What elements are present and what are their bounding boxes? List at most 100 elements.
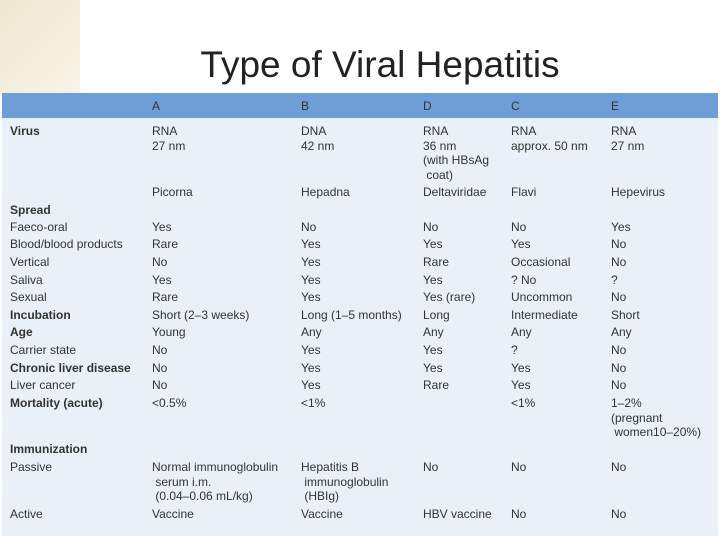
cell-text: Yes — [301, 237, 321, 251]
row-label: Mortality (acute) — [10, 396, 103, 410]
cell-text: Any — [511, 325, 532, 339]
row-label: Passive — [10, 460, 53, 474]
cell-text: No — [611, 507, 627, 521]
cell-text: ? No — [511, 273, 537, 287]
cell-text: HBV vaccine — [423, 507, 492, 521]
cell-text: Any — [301, 325, 322, 339]
cell-text: Rare — [423, 378, 450, 392]
column-header: E — [611, 99, 620, 113]
cell-text: Uncommon — [511, 290, 573, 304]
cell-text: No — [423, 220, 439, 234]
cell-text: Short (2–3 weeks) — [152, 308, 250, 322]
cell-text: Yes — [301, 273, 321, 287]
cell-text: women10–20%) — [611, 425, 702, 439]
cell-text: Yes — [511, 237, 531, 251]
cell-text: 27 nm — [611, 138, 645, 153]
cell-text: Rare — [423, 255, 450, 269]
row-label: Blood/blood products — [10, 237, 123, 251]
cell-text: Rare — [152, 290, 179, 304]
cell-text: No — [611, 237, 627, 251]
cell-text: Vaccine — [152, 507, 194, 521]
cell-text: (with HBsAg — [423, 153, 490, 167]
cell-text: No — [423, 460, 439, 474]
cell-text: Yes — [423, 361, 443, 375]
row-label: Liver cancer — [10, 378, 76, 392]
cell-text: RNA — [511, 124, 537, 138]
row-label: Chronic liver disease — [10, 361, 131, 375]
slide-title: Type of Viral Hepatitis — [200, 44, 560, 85]
cell-text: Rare — [152, 237, 179, 251]
cell-text: (0.04–0.06 mL/kg) — [152, 489, 253, 503]
table-body — [2, 118, 718, 536]
row-label: Sexual — [10, 290, 47, 304]
cell-text: Normal immunoglobulin — [152, 460, 279, 474]
cell-text: <0.5% — [152, 396, 187, 410]
row-label: Immunization — [10, 442, 88, 456]
cell-text: No — [611, 290, 627, 304]
column-header: D — [423, 99, 432, 113]
cell-text: Young — [152, 325, 186, 339]
row-label: Saliva — [10, 273, 43, 287]
cell-text: RNA — [611, 124, 637, 138]
cell-text: 27 nm — [152, 138, 186, 153]
cell-text: No — [611, 460, 627, 474]
cell-text: No — [511, 220, 527, 234]
cell-text: No — [152, 255, 168, 269]
cell-text: Yes — [301, 361, 321, 375]
cell-text: Yes — [511, 378, 531, 392]
table-header — [2, 93, 718, 118]
cell-text: RNA — [152, 124, 178, 138]
cell-text: serum i.m. — [152, 474, 212, 489]
cell-text: Long (1–5 months) — [301, 308, 402, 322]
cell-text: 42 nm — [301, 138, 335, 153]
row-label: Incubation — [10, 308, 71, 322]
cell-text: Yes — [301, 290, 321, 304]
cell-text: <1% — [511, 396, 536, 410]
row-label: Spread — [10, 203, 51, 217]
cell-text: Yes — [301, 378, 321, 392]
cell-text: 36 nm — [423, 138, 457, 153]
cell-text: Occasional — [511, 255, 571, 269]
cell-text: No — [152, 361, 168, 375]
cell-text: No — [611, 343, 627, 357]
cell-text: Yes — [423, 273, 443, 287]
row-label: Faeco-oral — [10, 220, 68, 234]
cell-text: Yes — [611, 220, 631, 234]
cell-text: (pregnant — [611, 410, 663, 425]
cell-text: Intermediate — [511, 308, 578, 322]
cell-text: No — [611, 378, 627, 392]
row-label: Vertical — [10, 255, 50, 269]
cell-text: Any — [611, 325, 632, 339]
cell-text: Vaccine — [301, 507, 343, 521]
cell-text: DNA — [301, 124, 327, 138]
column-header: C — [511, 99, 520, 113]
cell-text: Hepatitis B — [301, 460, 360, 474]
cell-text: No — [152, 378, 168, 392]
cell-text: Any — [423, 325, 444, 339]
cell-text: 1–2% — [611, 396, 642, 410]
cell-text: Yes — [511, 361, 531, 375]
column-header: A — [152, 99, 161, 113]
cell-text: ? — [611, 273, 618, 287]
cell-text: coat) — [423, 167, 454, 182]
cell-text: Long — [423, 308, 450, 322]
cell-text: <1% — [301, 396, 326, 410]
cell-text: Yes — [301, 255, 321, 269]
cell-text: Yes — [152, 273, 172, 287]
cell-text: No — [511, 507, 527, 521]
cell-text: Picorna — [152, 185, 193, 199]
cell-text: No — [611, 255, 627, 269]
decoration — [0, 0, 80, 93]
cell-text: immunoglobulin — [301, 474, 389, 489]
cell-text: Yes — [423, 343, 443, 357]
cell-text: Hepevirus — [611, 185, 666, 199]
row-label: Carrier state — [10, 343, 77, 357]
cell-text: Yes — [423, 237, 443, 251]
cell-text: Deltaviridae — [423, 185, 487, 199]
cell-text: approx. 50 nm — [511, 138, 588, 153]
cell-text: No — [511, 460, 527, 474]
cell-text: ? — [511, 343, 518, 357]
cell-text: Flavi — [511, 185, 537, 199]
cell-text: No — [152, 343, 168, 357]
